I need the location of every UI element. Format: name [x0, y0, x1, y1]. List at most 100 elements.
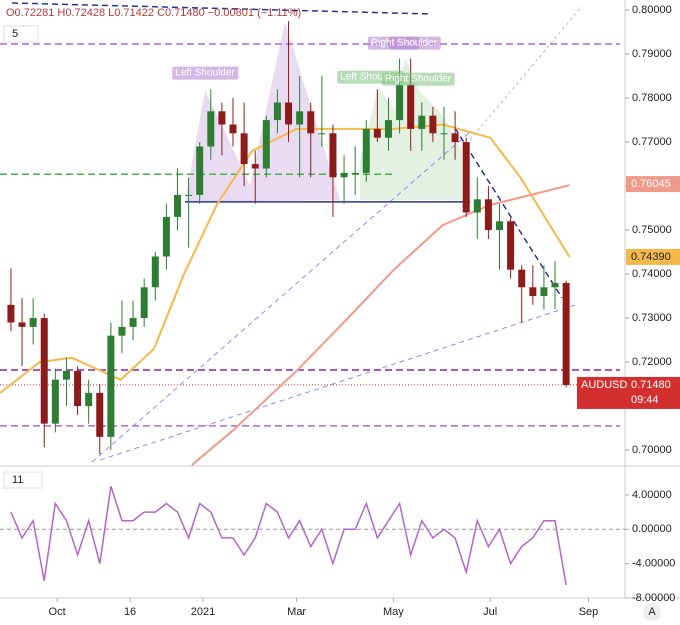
annotation: Right Shoulder	[371, 38, 438, 49]
candle-body	[29, 318, 37, 327]
candle-body	[440, 133, 448, 135]
candle-body	[462, 142, 470, 213]
candle-body	[307, 111, 315, 134]
x-tick-label: May	[383, 606, 404, 618]
y-tick-label: 0.75000	[632, 224, 672, 236]
panel-label[interactable]: 5	[12, 28, 18, 40]
candle-body	[173, 194, 181, 217]
y-tick-label: 0.78000	[632, 92, 672, 104]
annotation-box	[381, 72, 455, 86]
candle-body	[507, 221, 515, 270]
annotation: Left Shoulder	[175, 68, 235, 79]
candle-body	[251, 164, 259, 169]
candle-body	[418, 115, 426, 129]
candle-body	[496, 221, 504, 231]
candle-body	[7, 304, 15, 323]
legend: O0.72281 H0.72428 L0.71422 C0.71480 −0.0…	[3, 7, 301, 489]
annotation: Right Shoulder	[385, 74, 452, 85]
candle-body	[218, 111, 226, 125]
candle-body	[85, 392, 93, 407]
candle-body	[329, 133, 337, 178]
x-tick-label: Jul	[483, 606, 497, 618]
corner-button[interactable]: A	[648, 606, 656, 618]
x-tick-label: Oct	[49, 606, 66, 618]
candle-body	[207, 111, 215, 147]
candle-body	[151, 256, 159, 288]
trend-line	[469, 5, 583, 141]
candle-body	[551, 282, 559, 288]
candle-body	[540, 287, 548, 297]
candle-body	[273, 102, 281, 121]
y-tick-label: 0.72000	[632, 356, 672, 368]
candle-body	[240, 133, 248, 165]
y-tick-label: 0.79000	[632, 48, 672, 60]
y-tick-label: -4.00000	[632, 558, 675, 570]
trend-line	[99, 304, 576, 461]
panel-label-box[interactable]	[3, 25, 39, 43]
price-label: 0.74390	[631, 251, 671, 263]
candle-body	[18, 322, 26, 327]
moving-average	[0, 123, 571, 394]
price-label-box	[626, 176, 680, 193]
y-tick-label: 0.77000	[632, 136, 672, 148]
candle-body	[129, 318, 137, 327]
corner-button-bg[interactable]	[643, 603, 661, 621]
moving-average	[191, 184, 570, 466]
candle-body	[229, 124, 237, 134]
x-tick-label: Mar	[287, 606, 306, 618]
ohlc-header: O0.72281 H0.72428 L0.71422 C0.71480 −0.0…	[6, 7, 301, 19]
candle-body	[140, 287, 148, 319]
y-tick-label: 0.73000	[632, 312, 672, 324]
candle-body	[473, 199, 481, 213]
candle-body	[351, 172, 359, 174]
annotation: Left Shoulder	[340, 72, 400, 83]
annotation-box	[367, 36, 441, 50]
price-label-box	[577, 376, 680, 409]
candle-body	[407, 84, 415, 129]
candle-body	[429, 115, 437, 134]
trend-line	[11, 2, 433, 15]
candle-body	[518, 269, 526, 288]
candle-body	[384, 120, 392, 138]
candle-body	[285, 102, 293, 125]
candle-body	[51, 379, 59, 424]
candle-body	[362, 128, 370, 173]
candle-body	[40, 318, 48, 424]
y-tick-label: 0.70000	[632, 444, 672, 456]
symbol-label: AUDUSD	[581, 379, 628, 391]
panel-label-box[interactable]	[3, 471, 43, 489]
x-tick-label: 2021	[191, 606, 215, 618]
oscillator-label[interactable]: 11	[12, 474, 23, 486]
x-tick-label: 16	[124, 606, 136, 618]
candle-body	[118, 326, 126, 336]
trend-line	[454, 127, 563, 299]
candle-body	[373, 128, 381, 138]
y-tick-label: 0.74000	[632, 268, 672, 280]
candle-body	[451, 133, 459, 143]
head-shoulders-shade	[185, 22, 340, 202]
candle-body	[107, 335, 115, 437]
price-label: 0.71480	[631, 379, 671, 391]
candle-body	[396, 84, 404, 121]
candle-body	[340, 172, 348, 178]
candle-body	[296, 111, 304, 125]
candle-body	[96, 392, 104, 437]
oscillator-line	[10, 486, 567, 586]
candle-body	[196, 146, 204, 195]
candle-body	[562, 282, 570, 385]
candle-body	[62, 370, 70, 380]
candle-body	[529, 287, 537, 297]
candle-body	[484, 199, 492, 231]
candle-body	[262, 120, 270, 169]
y-tick-label: 0.80000	[632, 4, 672, 16]
candle-body	[185, 194, 193, 196]
candle-body	[162, 216, 170, 257]
x-tick-label: Sep	[579, 606, 599, 618]
price-label-box	[626, 248, 680, 265]
trend-line	[91, 131, 471, 463]
y-tick-label: 4.00000	[632, 489, 672, 501]
y-tick-label: -8.00000	[632, 592, 675, 604]
countdown-label: 09:44	[631, 394, 659, 406]
annotation-box	[172, 66, 239, 80]
